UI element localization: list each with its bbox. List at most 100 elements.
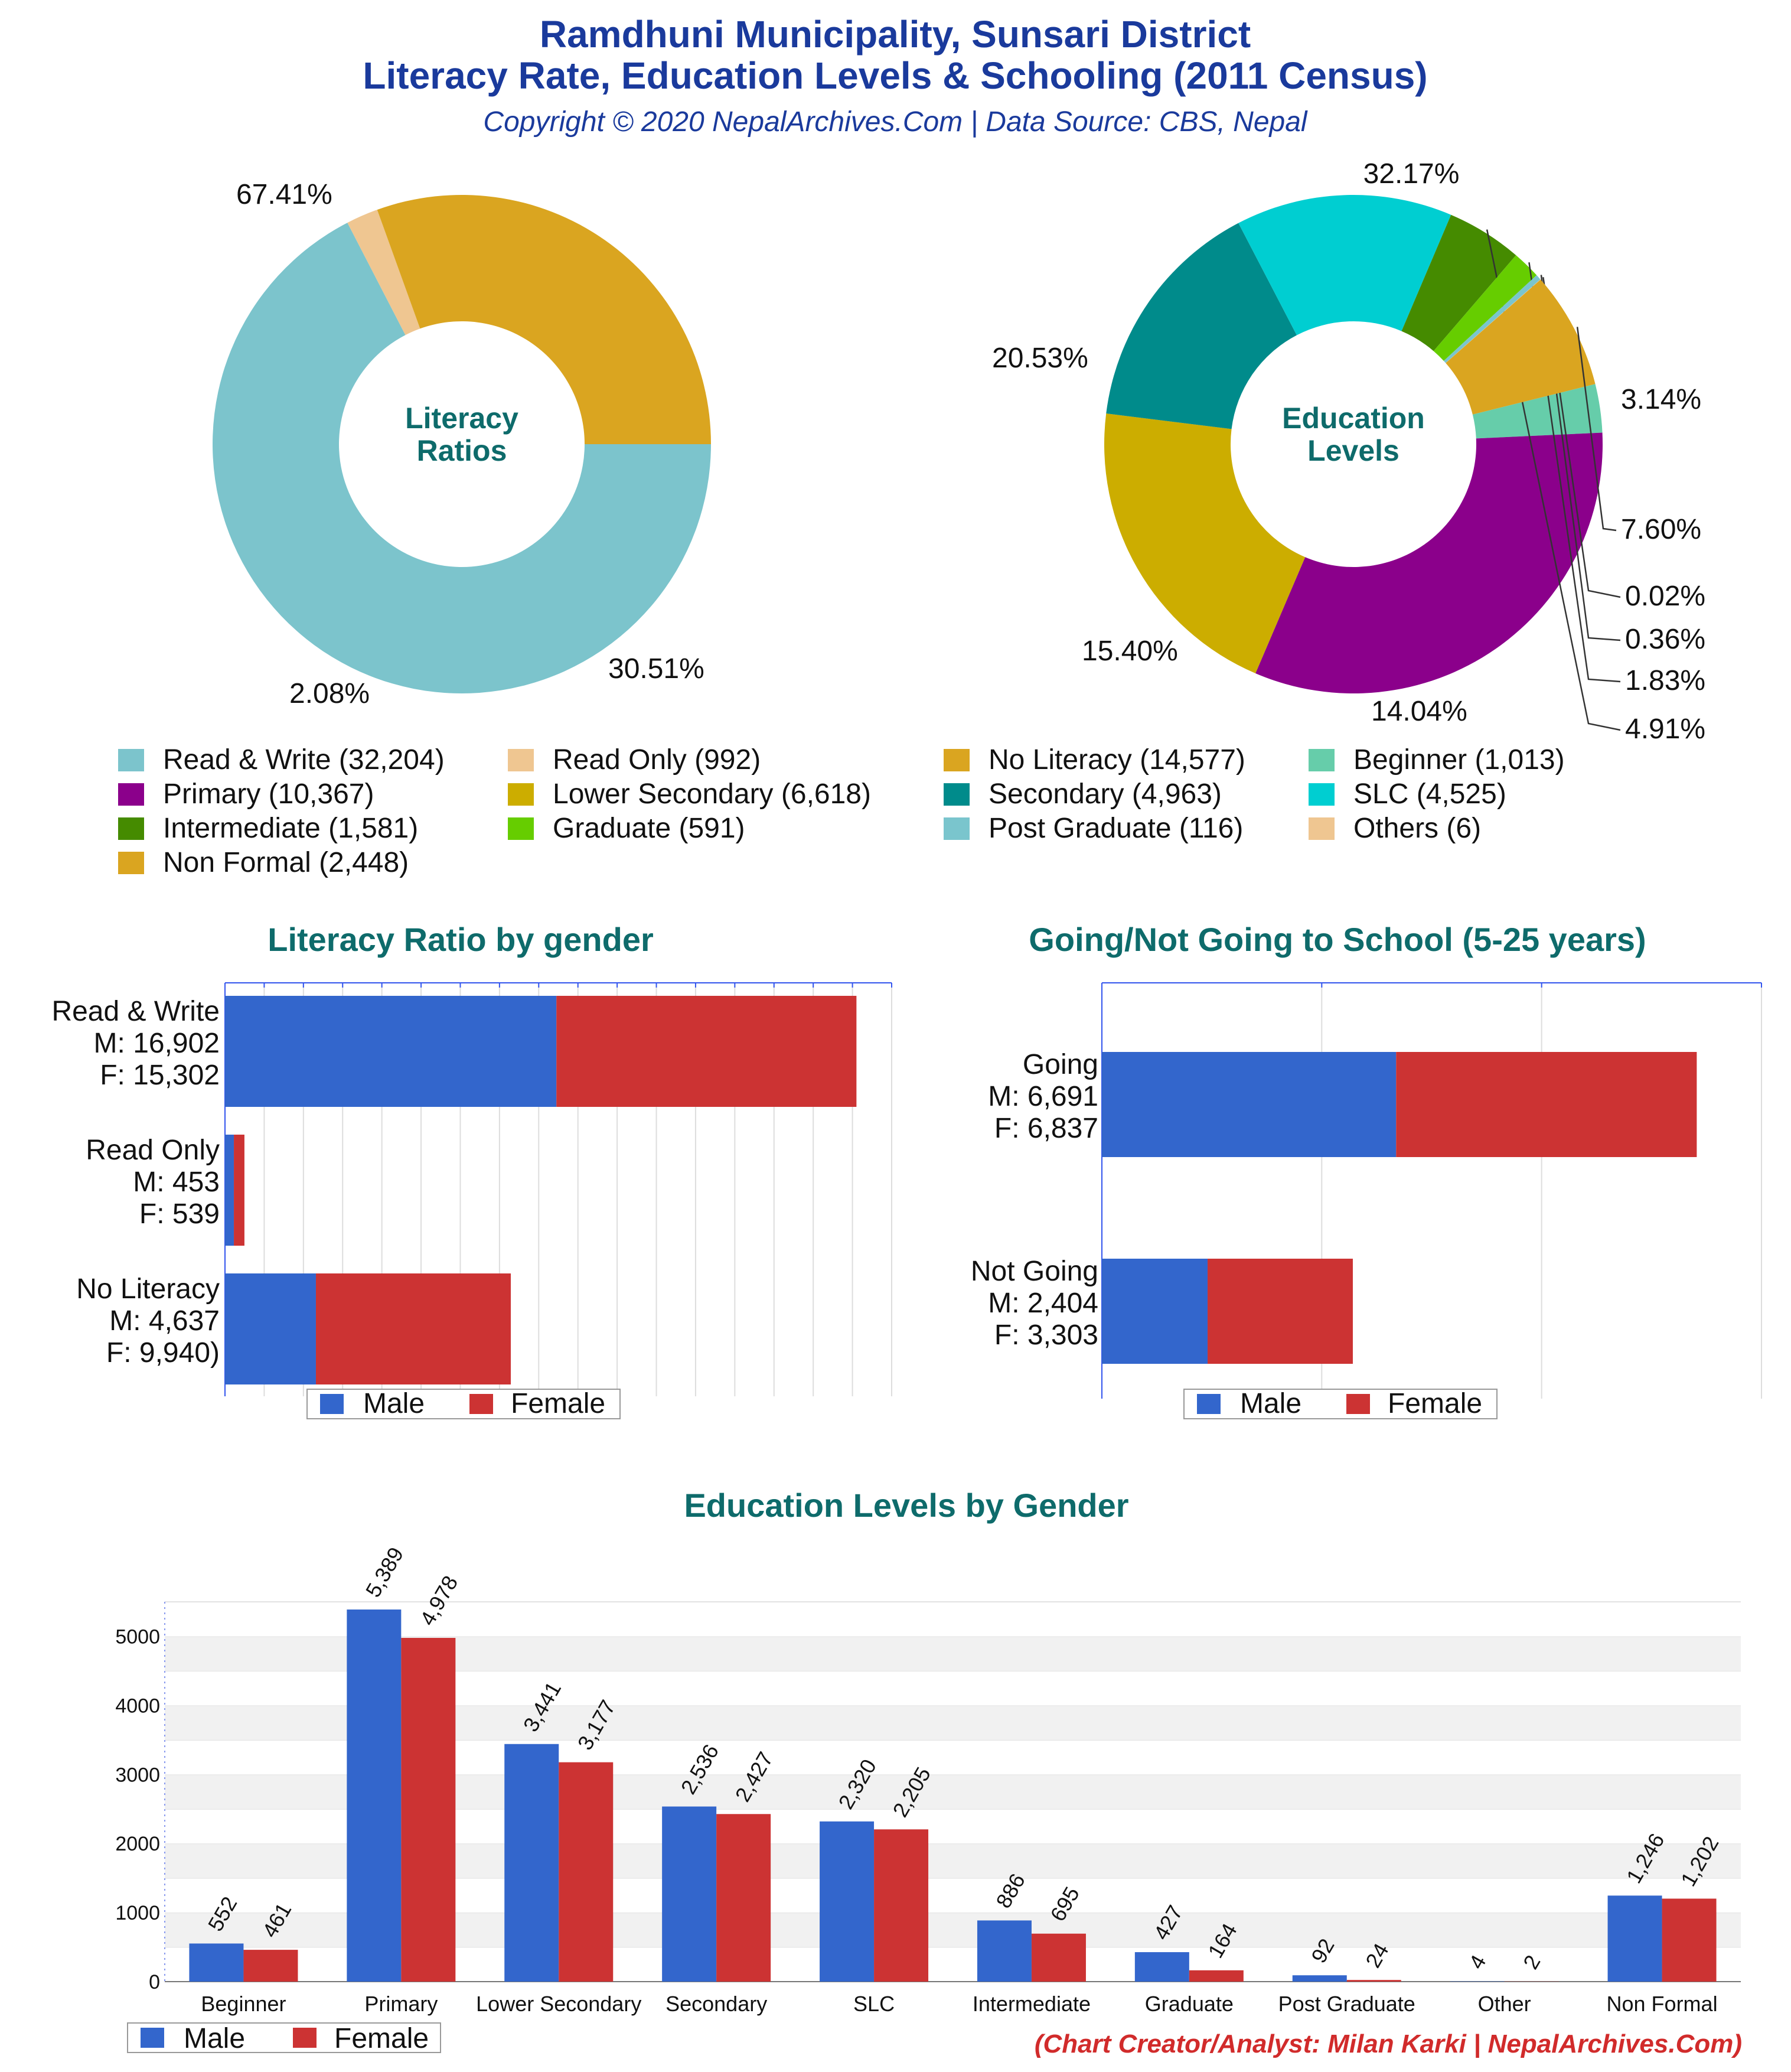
- copyright-line: Copyright © 2020 NepalArchives.Com | Dat…: [483, 106, 1307, 138]
- bar-female-read-write: [556, 996, 857, 1107]
- legend-label-non-formal-2-448: Non Formal (2,448): [163, 847, 409, 878]
- percent-label-no-literacy: 30.51%: [608, 653, 704, 685]
- data-label-male-primary: 5,389: [361, 1543, 409, 1601]
- y-tick-0: 0: [149, 1971, 160, 1993]
- legend-swatch-female: [469, 1394, 493, 1414]
- bar-female-non-formal: [1662, 1898, 1717, 1982]
- legend-swatch-intermediate-1-581: [118, 817, 144, 840]
- bar-label-no-literacy-1: M: 4,637: [109, 1305, 220, 1337]
- bar-label-read-write-2: F: 15,302: [100, 1060, 220, 1091]
- legend-swatch-graduate-591: [508, 817, 534, 840]
- literacy-donut-center-line2: Ratios: [417, 434, 507, 467]
- bar-female-secondary: [716, 1814, 771, 1982]
- legend-label-male: Male: [184, 2023, 245, 2054]
- legend-box: [306, 1389, 621, 1419]
- percent-label-post-graduate: 0.36%: [1625, 624, 1705, 655]
- legend-swatch-no-literacy-14-577: [944, 749, 970, 771]
- education-donut-center-line1: Education: [1282, 402, 1425, 435]
- bar-label-going-2: F: 6,837: [994, 1113, 1098, 1144]
- education-levels-donut: 3.14% 32.17% 20.53% 15.40% 14.04% 4.91% 1.83% 0…: [992, 158, 1705, 745]
- slice-slc: [1238, 194, 1451, 335]
- slice-intermediate: [1401, 214, 1516, 351]
- bar-male-non-formal: [1607, 1895, 1662, 1982]
- main-title-line2: Literacy Rate, Education Levels & School…: [363, 54, 1427, 97]
- bar-female-beginner: [243, 1950, 298, 1982]
- percent-label-slc: 14.04%: [1371, 696, 1467, 727]
- percent-label-intermediate: 4.91%: [1625, 714, 1705, 745]
- legend-label-female: Female: [334, 2023, 429, 2054]
- legend-swatch-female: [293, 2028, 317, 2048]
- bar-label-not-going-2: F: 3,303: [994, 1320, 1098, 1351]
- slice-lower-secondary: [1104, 413, 1306, 674]
- education-gender-title: Education Levels by Gender: [684, 1487, 1128, 1524]
- bar-female-read-only: [234, 1135, 244, 1246]
- legend-label-post-graduate-116: Post Graduate (116): [989, 813, 1243, 844]
- y-tick-2000: 2000: [115, 1833, 160, 1855]
- slice-graduate: [1433, 255, 1537, 361]
- bar-female-slc: [874, 1829, 929, 1982]
- y-tick-5000: 5000: [115, 1625, 160, 1648]
- slice-post-graduate: [1443, 275, 1541, 363]
- legend-label-others-6: Others (6): [1353, 813, 1481, 844]
- bar-female-post-graduate: [1346, 1980, 1401, 1982]
- legend-box: [1183, 1389, 1498, 1419]
- bar-label-not-going-0: Not Going: [971, 1256, 1098, 1287]
- percent-label-others: 0.02%: [1625, 581, 1705, 612]
- x-category-intermediate: Intermediate: [973, 1992, 1091, 2016]
- legend-swatch-male: [320, 1394, 344, 1414]
- literacy-ratios-donut: 67.41% 2.08% 30.51%: [213, 179, 711, 709]
- percent-label-graduate: 1.83%: [1625, 665, 1705, 696]
- bar-male-going: [1102, 1052, 1397, 1157]
- x-category-secondary: Secondary: [665, 1992, 767, 2016]
- bar-label-read-write-1: M: 16,902: [94, 1028, 220, 1059]
- percent-label-primary: 32.17%: [1363, 158, 1460, 190]
- percent-label-read-write: 67.41%: [236, 179, 332, 210]
- bar-female-graduate: [1189, 1970, 1244, 1982]
- leader-non-formal: [1576, 327, 1617, 532]
- legend-label-slc-4-525: SLC (4,525): [1353, 778, 1506, 810]
- legend-swatch-others-6: [1309, 817, 1335, 840]
- bar-label-going-0: Going: [1023, 1049, 1098, 1080]
- x-category-graduate: Graduate: [1145, 1992, 1234, 2016]
- slice-beginner: [1472, 384, 1603, 439]
- legend-swatch-male: [141, 2028, 164, 2048]
- slice-others: [1446, 279, 1541, 363]
- education-donut-center-line2: Levels: [1307, 434, 1399, 467]
- slice-no-literacy: [377, 194, 711, 444]
- bar-female-primary: [401, 1638, 456, 1982]
- percent-label-beginner: 3.14%: [1621, 384, 1701, 415]
- x-category-primary: Primary: [364, 1992, 438, 2016]
- legend-swatch-slc-4-525: [1309, 783, 1335, 806]
- slice-read-only: [347, 210, 420, 335]
- bar-label-not-going-1: M: 2,404: [988, 1288, 1098, 1319]
- percent-label-read-only: 2.08%: [289, 678, 370, 709]
- legend-swatch-secondary-4-963: [944, 783, 970, 806]
- bar-label-read-only-1: M: 453: [133, 1167, 220, 1198]
- x-category-other: Other: [1478, 1992, 1531, 2016]
- x-category-post-graduate: Post Graduate: [1278, 1992, 1415, 2016]
- y-tick-4000: 4000: [115, 1695, 160, 1717]
- legend-label-primary-10-367: Primary (10,367): [163, 778, 374, 810]
- legend-swatch-beginner-1-013: [1309, 749, 1335, 771]
- bar-male-read-write: [225, 996, 557, 1107]
- legend-swatch-primary-10-367: [118, 783, 144, 806]
- slice-read-write: [213, 223, 711, 694]
- band: [165, 1602, 1741, 1637]
- percent-label-lower-secondary: 20.53%: [992, 343, 1088, 374]
- legend-label-female: Female: [1388, 1388, 1482, 1419]
- slice-primary: [1255, 432, 1603, 693]
- bar-female-not-going: [1208, 1259, 1353, 1364]
- bar-female-no-literacy: [315, 1273, 511, 1384]
- bar-male-intermediate: [977, 1920, 1032, 1982]
- y-tick-3000: 3000: [115, 1764, 160, 1786]
- legend-box: [127, 2022, 441, 2053]
- schooling-title: Going/Not Going to School (5-25 years): [1029, 921, 1646, 958]
- legend-label-male: Male: [1240, 1388, 1301, 1419]
- x-category-non-formal: Non Formal: [1607, 1992, 1718, 2016]
- x-category-beginner: Beginner: [201, 1992, 286, 2016]
- bar-female-lower-secondary: [559, 1762, 614, 1982]
- percent-label-secondary: 15.40%: [1082, 636, 1178, 667]
- bar-label-going-1: M: 6,691: [988, 1081, 1098, 1112]
